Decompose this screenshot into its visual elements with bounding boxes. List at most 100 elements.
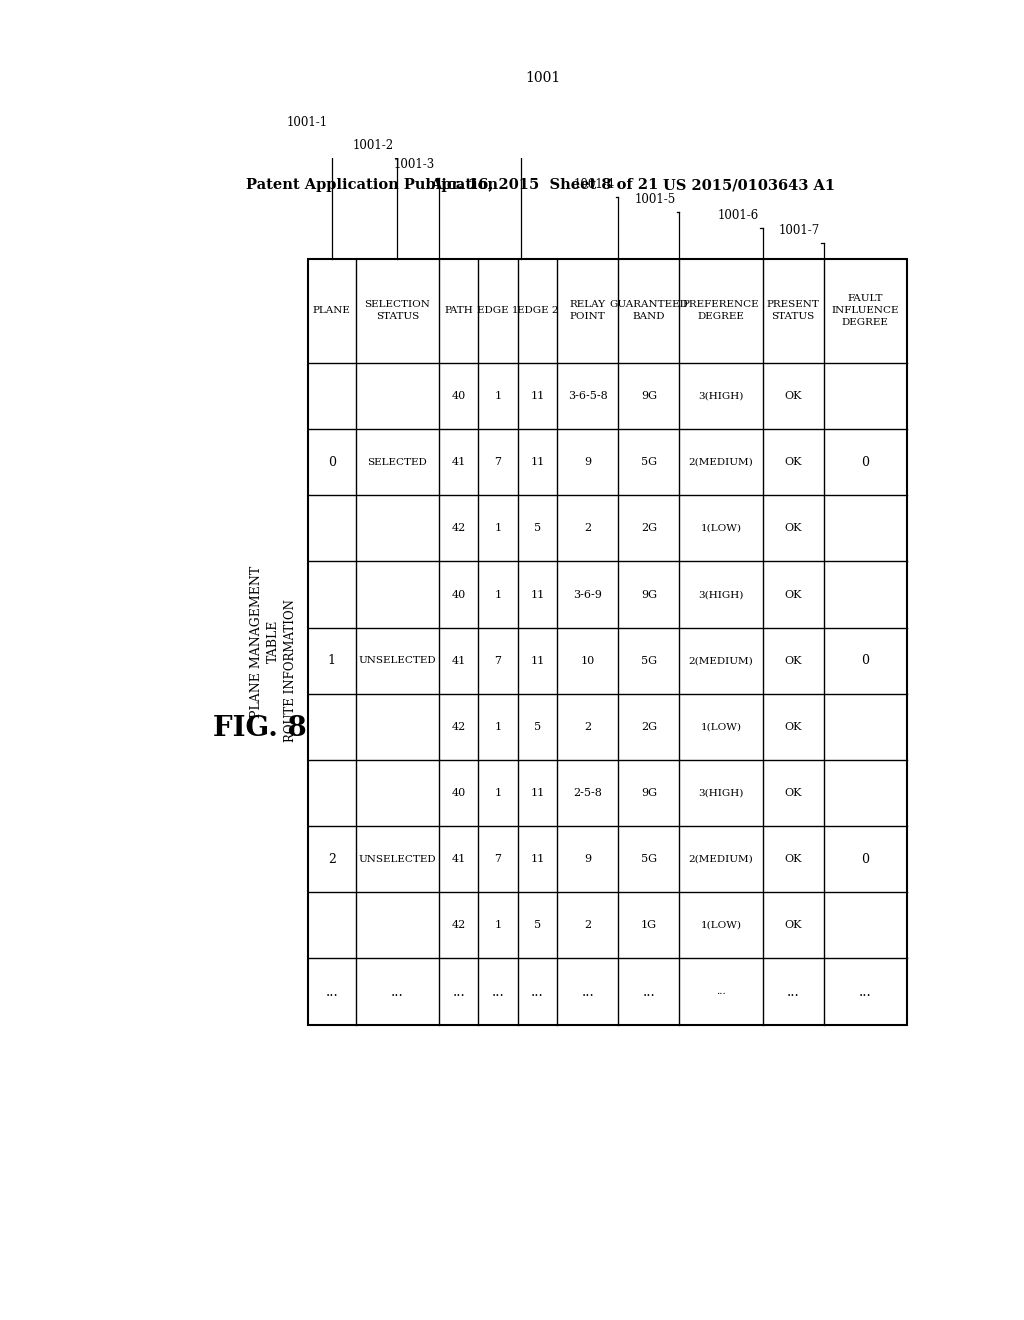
Text: 3(HIGH): 3(HIGH) xyxy=(698,788,743,797)
Text: 1: 1 xyxy=(495,590,502,599)
Text: 1: 1 xyxy=(328,655,336,667)
Bar xyxy=(308,363,355,561)
Text: 1(LOW): 1(LOW) xyxy=(700,921,741,929)
Text: 1: 1 xyxy=(495,788,502,799)
Text: 11: 11 xyxy=(530,590,545,599)
Text: 2-5-8: 2-5-8 xyxy=(573,788,602,799)
Text: 1001-4: 1001-4 xyxy=(573,178,614,191)
Text: FAULT
INFLUENCE
DEGREE: FAULT INFLUENCE DEGREE xyxy=(831,294,899,327)
Text: 5G: 5G xyxy=(641,854,656,865)
Bar xyxy=(308,760,355,958)
Text: 42: 42 xyxy=(452,722,466,731)
Text: ...: ... xyxy=(453,985,465,998)
Text: 11: 11 xyxy=(530,391,545,401)
Text: ...: ... xyxy=(326,985,338,998)
Text: 1001: 1001 xyxy=(525,71,560,86)
Text: 3-6-5-8: 3-6-5-8 xyxy=(567,391,607,401)
Text: 1001-6: 1001-6 xyxy=(718,209,759,222)
Text: 1(LOW): 1(LOW) xyxy=(700,524,741,533)
Text: UNSELECTED: UNSELECTED xyxy=(358,855,436,863)
Text: 3(HIGH): 3(HIGH) xyxy=(698,392,743,400)
Text: 1001-5: 1001-5 xyxy=(634,193,676,206)
Text: 1001-7: 1001-7 xyxy=(778,224,820,238)
Text: OK: OK xyxy=(784,722,802,731)
Bar xyxy=(356,363,438,561)
Text: 2: 2 xyxy=(584,524,591,533)
Text: PATH: PATH xyxy=(444,306,473,315)
Text: 40: 40 xyxy=(452,590,466,599)
Text: ...: ... xyxy=(391,985,403,998)
Text: 1: 1 xyxy=(495,722,502,731)
Text: 2(MEDIUM): 2(MEDIUM) xyxy=(689,458,754,467)
Text: 2G: 2G xyxy=(641,722,656,731)
Text: EDGE 2: EDGE 2 xyxy=(517,306,558,315)
Text: 5: 5 xyxy=(534,524,541,533)
Text: OK: OK xyxy=(784,457,802,467)
Text: Apr. 16, 2015  Sheet 8 of 21: Apr. 16, 2015 Sheet 8 of 21 xyxy=(430,178,658,193)
Text: 1G: 1G xyxy=(641,920,656,931)
Text: 0: 0 xyxy=(328,455,336,469)
Text: 1: 1 xyxy=(495,920,502,931)
Text: 0: 0 xyxy=(861,853,869,866)
Text: 5: 5 xyxy=(534,722,541,731)
Bar xyxy=(356,760,438,958)
Bar xyxy=(356,562,438,759)
Text: 7: 7 xyxy=(495,656,502,665)
Text: 5G: 5G xyxy=(641,656,656,665)
Text: 41: 41 xyxy=(452,854,466,865)
Text: EDGE 1: EDGE 1 xyxy=(477,306,519,315)
Text: 1001-2: 1001-2 xyxy=(352,139,393,152)
Text: 7: 7 xyxy=(495,854,502,865)
Text: 2: 2 xyxy=(584,920,591,931)
Text: OK: OK xyxy=(784,524,802,533)
Text: ...: ... xyxy=(859,985,871,998)
Text: 40: 40 xyxy=(452,391,466,401)
Text: OK: OK xyxy=(784,920,802,931)
Text: ...: ... xyxy=(492,985,505,998)
Text: 11: 11 xyxy=(530,457,545,467)
Text: 41: 41 xyxy=(452,656,466,665)
Text: PLANE MANAGEMENT
TABLE: PLANE MANAGEMENT TABLE xyxy=(250,565,281,718)
Text: 11: 11 xyxy=(530,788,545,799)
Text: 1001-3: 1001-3 xyxy=(394,158,435,172)
Text: 5: 5 xyxy=(534,920,541,931)
Text: 1: 1 xyxy=(495,524,502,533)
Text: 2(MEDIUM): 2(MEDIUM) xyxy=(689,656,754,665)
Text: 41: 41 xyxy=(452,457,466,467)
Text: 1(LOW): 1(LOW) xyxy=(700,722,741,731)
Bar xyxy=(308,562,355,759)
Text: GUARANTEED
BAND: GUARANTEED BAND xyxy=(609,301,688,321)
Text: 10: 10 xyxy=(581,656,595,665)
Text: 9: 9 xyxy=(584,457,591,467)
Text: 2: 2 xyxy=(584,722,591,731)
Bar xyxy=(824,760,906,958)
Text: ...: ... xyxy=(582,985,594,998)
Text: SELECTED: SELECTED xyxy=(368,458,427,467)
Text: ...: ... xyxy=(786,985,800,998)
Text: OK: OK xyxy=(784,854,802,865)
Text: PRESENT
STATUS: PRESENT STATUS xyxy=(767,301,819,321)
Text: 3-6-9: 3-6-9 xyxy=(573,590,602,599)
Text: 9G: 9G xyxy=(641,788,656,799)
Text: 1: 1 xyxy=(495,391,502,401)
Text: 11: 11 xyxy=(530,656,545,665)
Text: 1001-1: 1001-1 xyxy=(287,116,328,129)
Text: 2: 2 xyxy=(328,853,336,866)
Bar xyxy=(824,363,906,561)
Text: PREFERENCE
DEGREE: PREFERENCE DEGREE xyxy=(683,301,760,321)
Text: 7: 7 xyxy=(495,457,502,467)
Text: PLANE: PLANE xyxy=(313,306,351,315)
Bar xyxy=(824,562,906,759)
Text: US 2015/0103643 A1: US 2015/0103643 A1 xyxy=(663,178,835,193)
Text: ...: ... xyxy=(531,985,544,998)
Text: ...: ... xyxy=(642,985,655,998)
Text: 42: 42 xyxy=(452,920,466,931)
Text: 0: 0 xyxy=(861,655,869,667)
Text: OK: OK xyxy=(784,656,802,665)
Text: FIG. 8: FIG. 8 xyxy=(213,714,306,742)
Text: OK: OK xyxy=(784,590,802,599)
Bar xyxy=(308,259,907,1024)
Text: UNSELECTED: UNSELECTED xyxy=(358,656,436,665)
Text: ...: ... xyxy=(716,987,726,997)
Text: 5G: 5G xyxy=(641,457,656,467)
